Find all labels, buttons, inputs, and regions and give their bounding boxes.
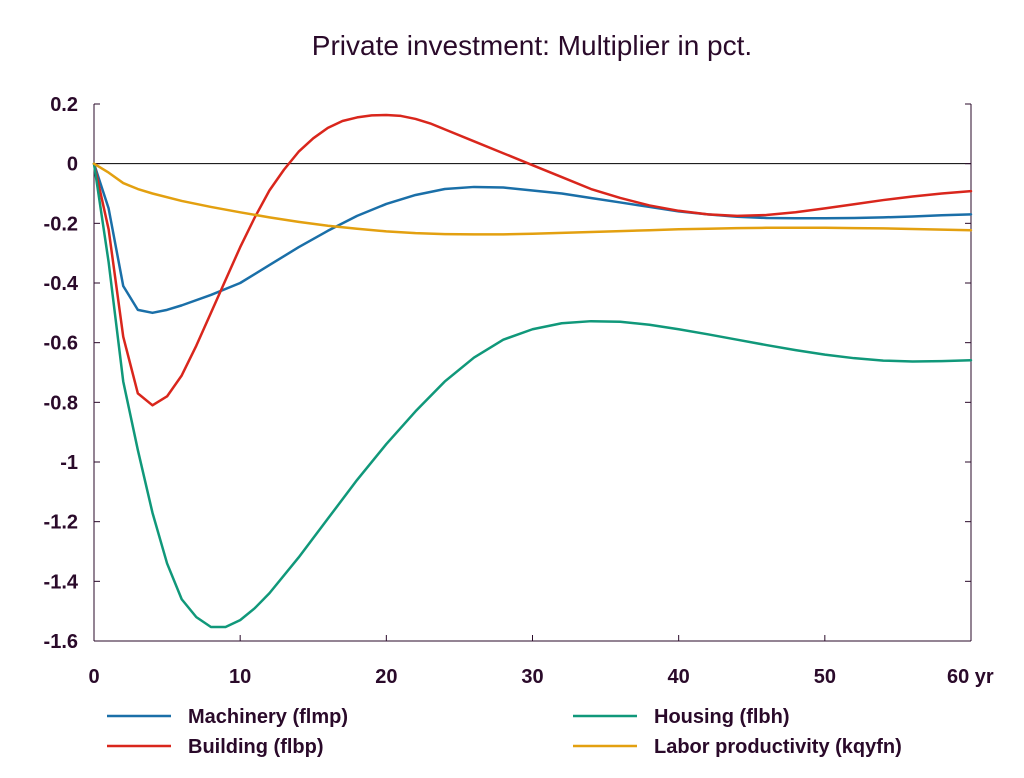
y-tick-label: -0.6 <box>44 333 78 355</box>
series-line-housing-flbh <box>92 162 973 629</box>
y-tick-label: -1.4 <box>44 571 79 593</box>
legend: Machinery (flmp) Housing (flbh) Building (… <box>107 706 902 758</box>
x-tick-label: 0 <box>88 666 99 688</box>
y-tick-label: -1.6 <box>44 631 78 653</box>
y-tick-label: -0.2 <box>44 213 78 235</box>
x-tick-label: 50 <box>814 666 836 688</box>
x-tick-label: 20 <box>375 666 397 688</box>
x-tick-label: 10 <box>229 666 251 688</box>
series-line-building-flbp <box>92 113 973 407</box>
legend-label-machinery-flmp: Machinery (flmp) <box>188 706 348 728</box>
y-tick-label: 0.2 <box>50 94 78 116</box>
series-lines <box>92 113 973 629</box>
legend-label-building-flbp: Building (flbp) <box>188 736 324 758</box>
y-tick-label: -1.2 <box>44 512 78 534</box>
x-tick-label: 30 <box>521 666 543 688</box>
y-tick-label: -1 <box>60 452 78 474</box>
axes: 0.2 0 -0.2 -0.4 -0.6 -0.8 -1 -1.2 -1.4 -1.6 0 10 20 3… <box>44 94 994 688</box>
chart-title: Private investment: Multiplier in pct. <box>311 30 753 61</box>
y-tick-label: -0.4 <box>44 273 79 295</box>
y-tick-label: 0 <box>67 154 78 176</box>
y-tick-label: -0.8 <box>44 392 78 414</box>
legend-label-labor-productivity-kqyfn: Labor productivity (kqyfn) <box>654 736 902 758</box>
series-line-labor-productivity-kqyfn <box>92 162 973 236</box>
series-line-machinery-flmp <box>92 162 973 315</box>
legend-label-housing-flbh: Housing (flbh) <box>654 706 790 728</box>
x-tick-label: 40 <box>668 666 690 688</box>
x-tick-label: 60 yr <box>947 666 994 688</box>
